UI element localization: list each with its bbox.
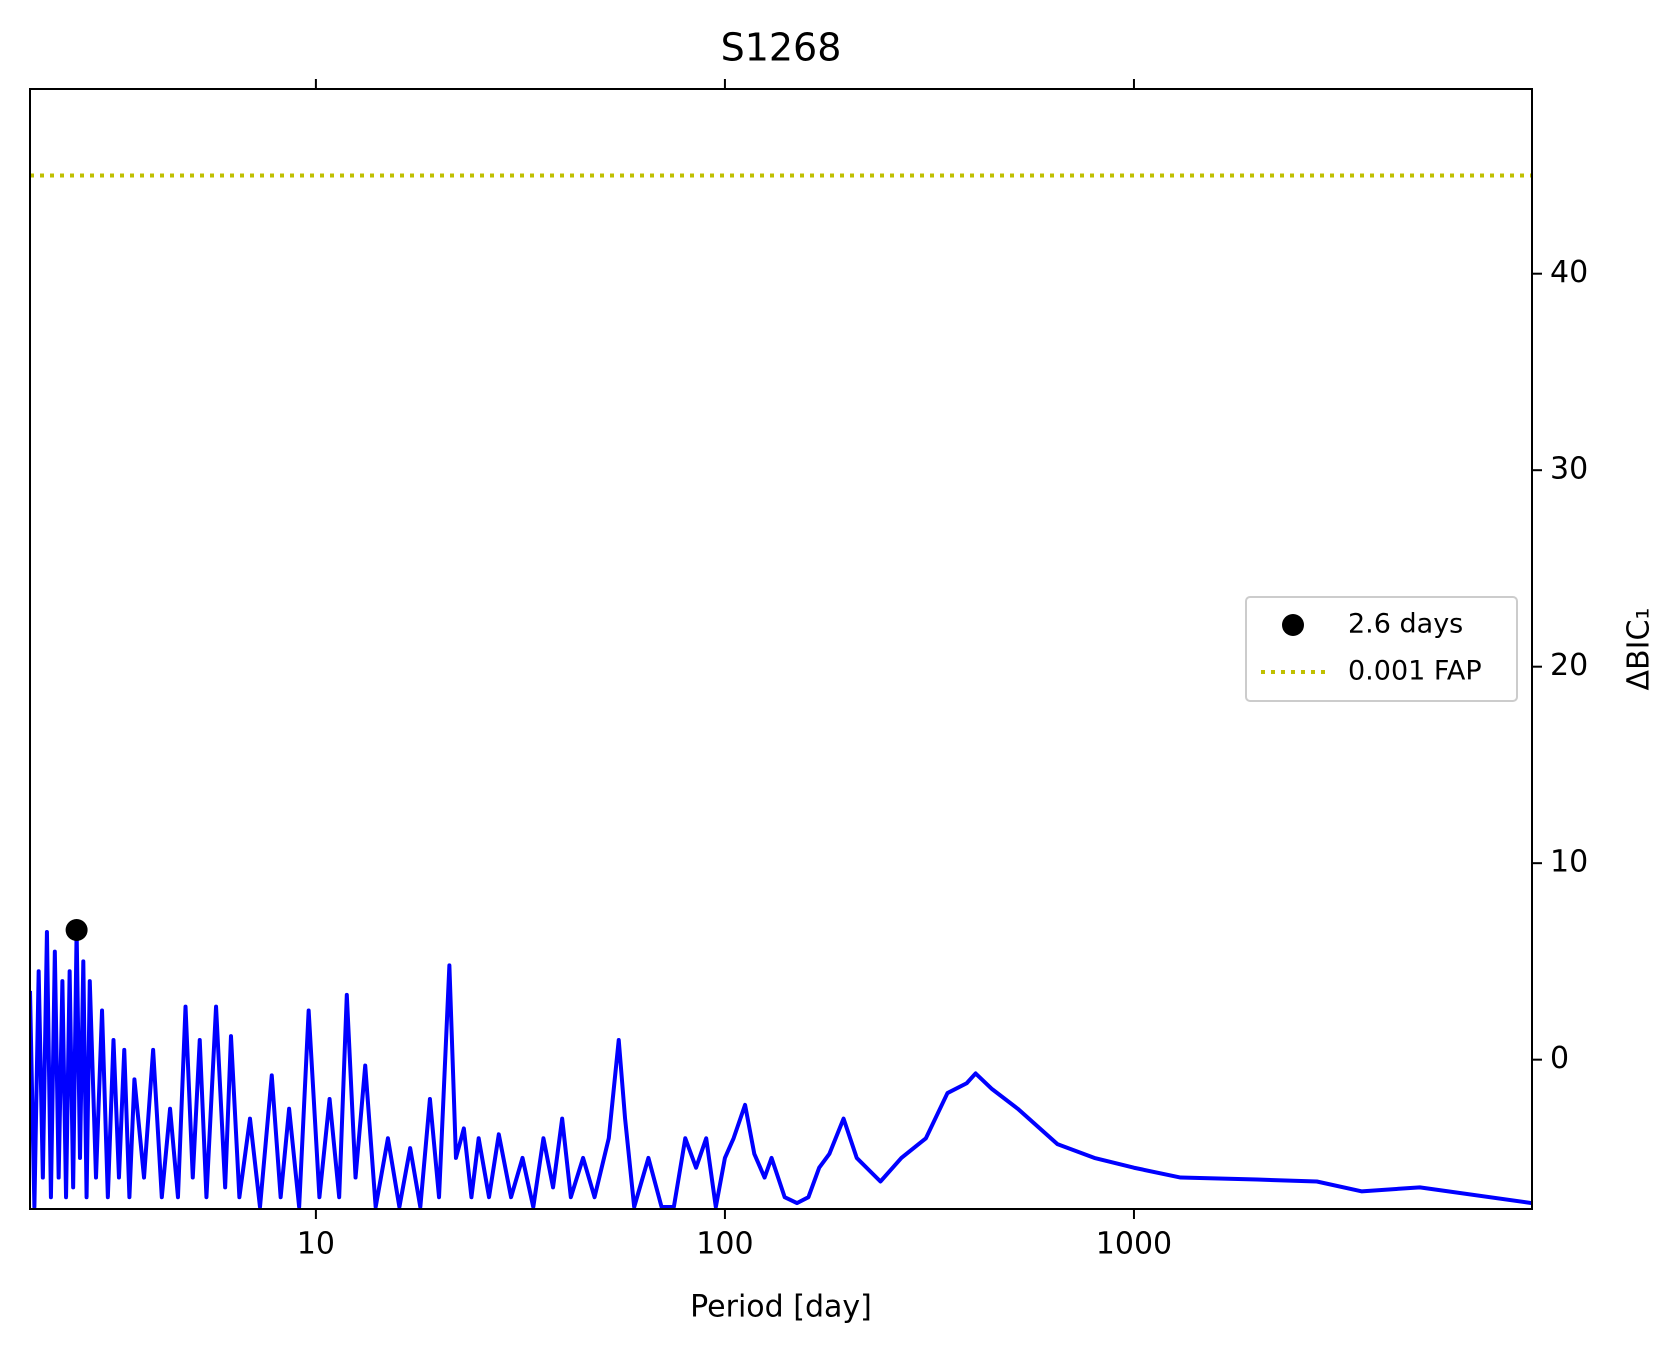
y-tick-label: 0 [1550,1041,1569,1076]
x-tick-label: 10 [297,1227,335,1262]
chart-title: S1268 [721,26,842,70]
legend-label: 0.001 FAP [1348,656,1482,687]
y-tick-label: 40 [1550,255,1588,290]
plot-frame [29,88,1533,1210]
y-tick-label: 20 [1550,648,1588,683]
x-tick-label: 100 [696,1227,753,1262]
x-axis-label: Period [day] [690,1290,872,1325]
legend-marker [1282,614,1304,636]
plot-area [30,173,1532,1209]
peak-marker [65,918,88,941]
line-series [30,927,1532,1209]
y-tick-label: 10 [1550,845,1588,880]
y-tick-label: 30 [1550,452,1588,487]
x-tick-label: 1000 [1096,1227,1172,1262]
legend-label: 2.6 days [1348,609,1463,640]
legend: 2.6 days 0.001 FAP [1245,596,1518,702]
legend-box [1245,596,1518,702]
y-axis-label: ΔBIC₁ [1622,608,1657,691]
